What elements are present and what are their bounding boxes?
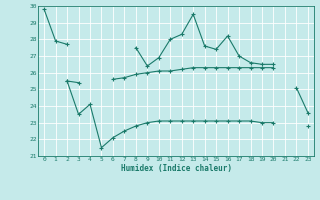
X-axis label: Humidex (Indice chaleur): Humidex (Indice chaleur) [121, 164, 231, 173]
